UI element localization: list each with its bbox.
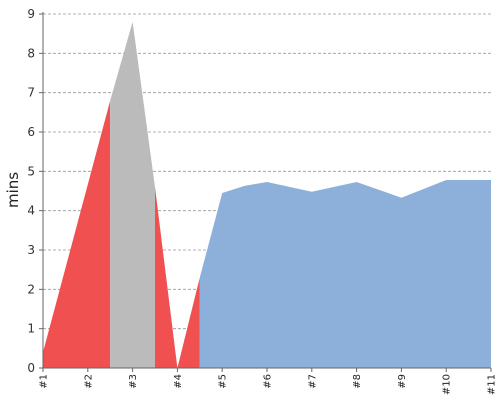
y-tick-label: 8 bbox=[27, 46, 35, 60]
y-tick-label: 7 bbox=[27, 86, 35, 100]
area-series bbox=[43, 21, 492, 369]
area-red bbox=[43, 100, 111, 368]
y-axis-label: mins bbox=[4, 172, 22, 208]
area-red bbox=[177, 277, 200, 368]
x-tick-label: #8 bbox=[352, 374, 363, 389]
x-tick-label: #7 bbox=[307, 374, 318, 389]
area-blue bbox=[199, 179, 492, 368]
x-tick-label: #4 bbox=[173, 374, 184, 389]
x-tick-label: #11 bbox=[487, 374, 498, 395]
x-tick-label: #9 bbox=[397, 374, 408, 389]
y-tick-label: 4 bbox=[27, 204, 35, 218]
x-tick-label: #1 bbox=[39, 374, 50, 389]
y-tick-label: 6 bbox=[27, 125, 35, 139]
y-tick-label: 2 bbox=[27, 282, 35, 296]
y-tick-labels: 0 1 2 3 4 5 6 7 8 9 bbox=[27, 7, 43, 375]
y-tick-label: 9 bbox=[27, 7, 35, 21]
area-red bbox=[155, 187, 178, 368]
x-tick-label: #3 bbox=[128, 374, 139, 389]
x-tick-label: #5 bbox=[218, 374, 229, 389]
x-tick-label: #6 bbox=[263, 374, 274, 389]
y-tick-label: 3 bbox=[27, 243, 35, 257]
area-gray bbox=[110, 21, 155, 369]
y-tick-label: 5 bbox=[27, 164, 35, 178]
x-tick-label: #2 bbox=[83, 374, 94, 389]
y-tick-label: 1 bbox=[27, 322, 35, 336]
x-tick-label: #10 bbox=[442, 374, 453, 395]
x-tick-labels: #1 #2 #3 #4 #5 #6 #7 #8 #9 #10 #11 bbox=[39, 368, 498, 395]
y-tick-label: 0 bbox=[27, 361, 35, 375]
